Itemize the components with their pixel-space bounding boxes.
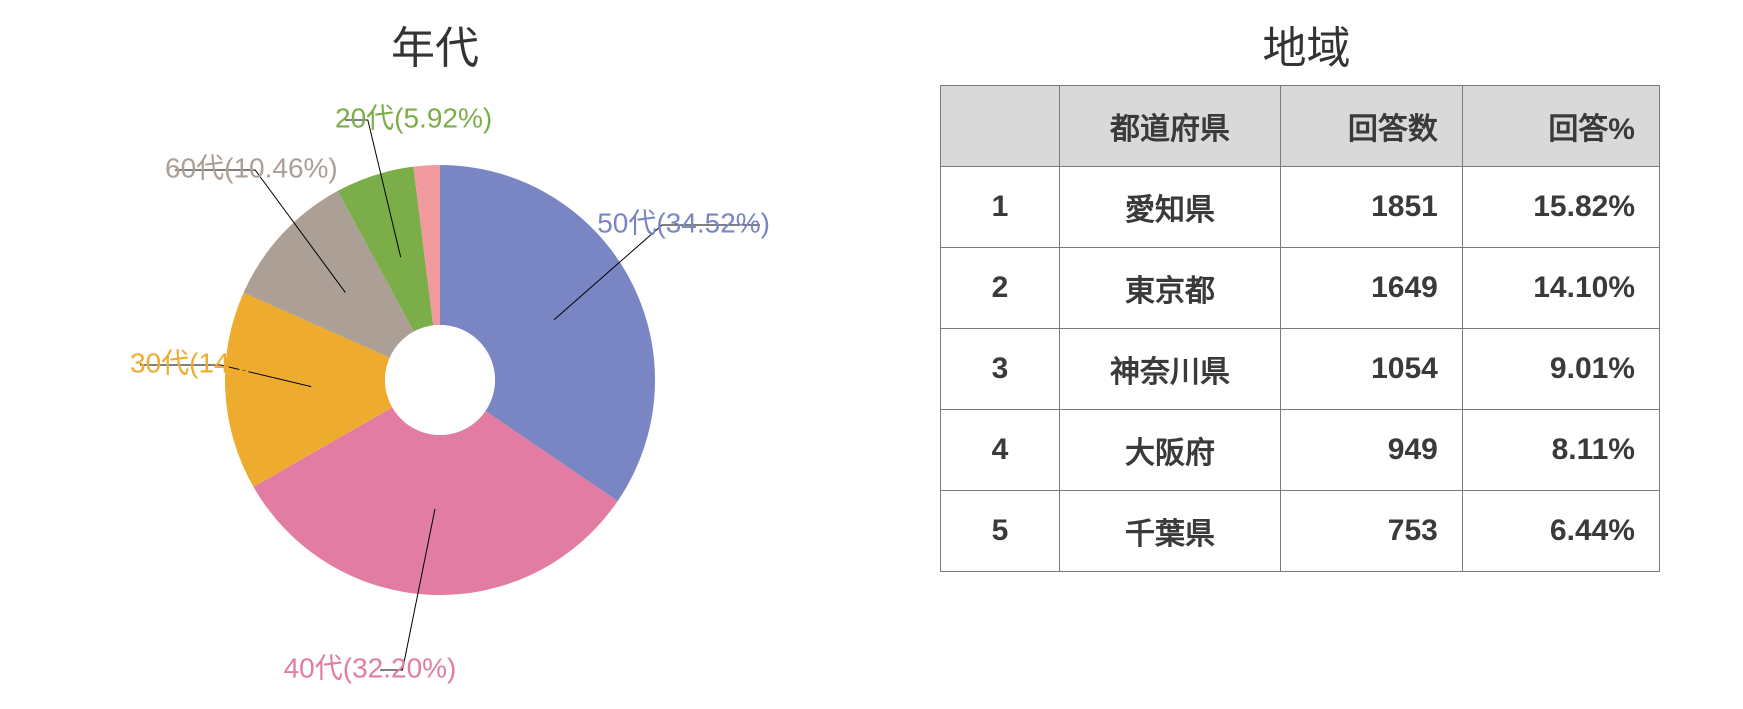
- cell-pref: 大阪府: [1060, 410, 1281, 491]
- cell-percent: 8.11%: [1462, 410, 1659, 491]
- region-table-header-row: 都道府県 回答数 回答%: [941, 86, 1660, 167]
- donut-slice-label: 50代(34.52%): [597, 207, 770, 238]
- region-col-percent: 回答%: [1462, 86, 1659, 167]
- cell-rank: 4: [941, 410, 1060, 491]
- cell-count: 1851: [1281, 167, 1463, 248]
- cell-pref: 愛知県: [1060, 167, 1281, 248]
- cell-rank: 2: [941, 248, 1060, 329]
- cell-percent: 15.82%: [1462, 167, 1659, 248]
- cell-rank: 3: [941, 329, 1060, 410]
- cell-percent: 9.01%: [1462, 329, 1659, 410]
- age-chart-panel: 年代 50代(34.52%)40代(32.20%)30代(14.93%)60代(…: [0, 0, 870, 709]
- cell-count: 949: [1281, 410, 1463, 491]
- region-table-title: 地域: [870, 12, 1743, 76]
- donut-slice-label: 40代(32.20%): [284, 652, 457, 683]
- table-row: 3神奈川県10549.01%: [941, 329, 1660, 410]
- region-col-count: 回答数: [1281, 86, 1463, 167]
- cell-pref: 神奈川県: [1060, 329, 1281, 410]
- cell-pref: 東京都: [1060, 248, 1281, 329]
- cell-percent: 6.44%: [1462, 491, 1659, 572]
- cell-count: 1054: [1281, 329, 1463, 410]
- region-col-pref: 都道府県: [1060, 86, 1281, 167]
- donut-hole: [385, 325, 495, 435]
- donut-slice-label: 20代(5.92%): [335, 102, 492, 133]
- table-row: 2東京都164914.10%: [941, 248, 1660, 329]
- donut-slice-label: 60代(10.46%): [165, 152, 338, 183]
- region-col-rank: [941, 86, 1060, 167]
- table-row: 4大阪府9498.11%: [941, 410, 1660, 491]
- cell-count: 753: [1281, 491, 1463, 572]
- table-row: 5千葉県7536.44%: [941, 491, 1660, 572]
- cell-pref: 千葉県: [1060, 491, 1281, 572]
- cell-rank: 5: [941, 491, 1060, 572]
- cell-percent: 14.10%: [1462, 248, 1659, 329]
- cell-rank: 1: [941, 167, 1060, 248]
- donut-slice-label: 30代(14.93%): [130, 347, 303, 378]
- age-donut-chart: 50代(34.52%) 40代(32.20%) 30代(14.93%) 60代(10.…: [0, 0, 870, 709]
- region-table: 都道府県 回答数 回答% 1愛知県185115.82%2東京都164914.10…: [940, 85, 1660, 572]
- table-row: 1愛知県185115.82%: [941, 167, 1660, 248]
- region-table-panel: 地域 都道府県 回答数 回答% 1愛知県185115.82%2東京都164914…: [870, 0, 1743, 709]
- page: 年代 50代(34.52%)40代(32.20%)30代(14.93%)60代(…: [0, 0, 1743, 709]
- cell-count: 1649: [1281, 248, 1463, 329]
